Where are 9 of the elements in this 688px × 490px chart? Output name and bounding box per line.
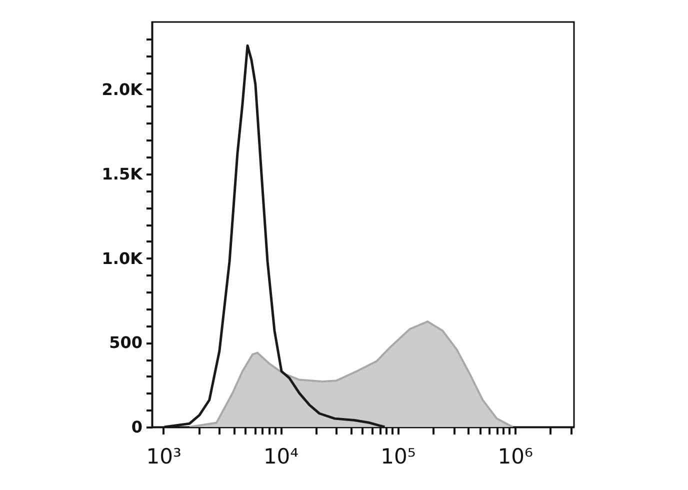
x-tick-label: 10⁵: [380, 444, 416, 468]
y-tick-label: 0: [131, 418, 142, 436]
y-tick-label: 1.5K: [102, 164, 144, 184]
y-tick-label: 1.0K: [102, 248, 144, 268]
y-tick-label: 500: [109, 333, 142, 352]
x-tick-label: 10⁶: [498, 444, 533, 468]
y-tick-label: 2.0K: [102, 80, 144, 99]
x-tick-label: 10⁴: [263, 444, 299, 468]
x-tick-label: 10³: [146, 444, 182, 468]
